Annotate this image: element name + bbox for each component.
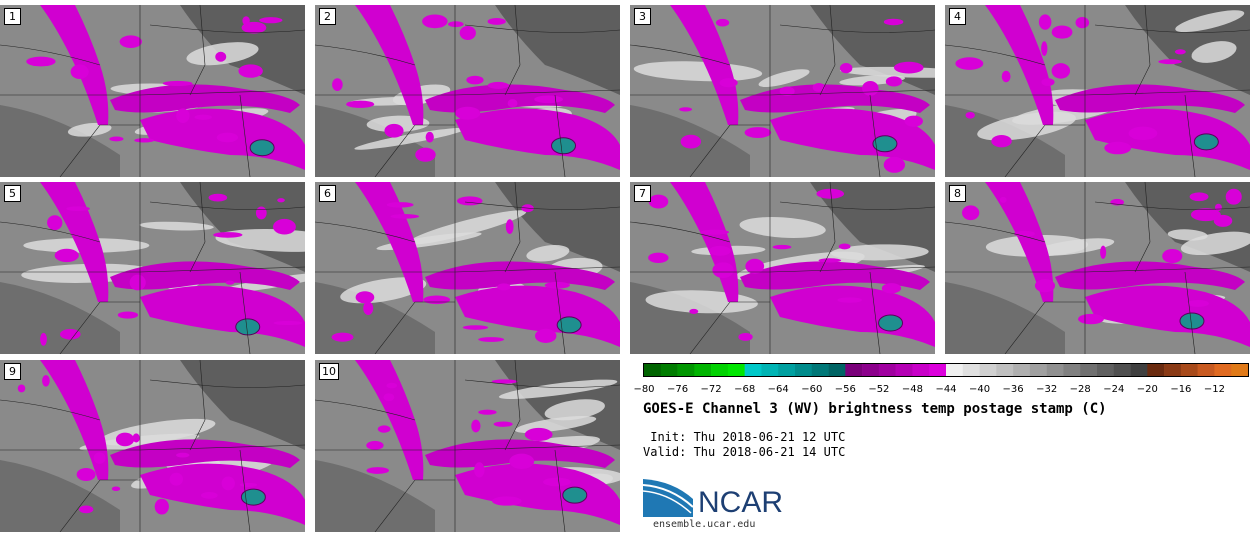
stamp-panel-8: 8 <box>945 182 1250 354</box>
colorbar-tick-label: −48 <box>901 384 923 395</box>
colorbar-tick-label: −52 <box>868 384 890 395</box>
colorbar-segment <box>1029 364 1047 376</box>
stamp-number: 3 <box>634 8 651 25</box>
stamp-panel-6: 6 <box>315 182 620 354</box>
colorbar-segment <box>660 364 678 376</box>
colorbar-segment <box>929 364 947 376</box>
wv-map <box>315 182 620 354</box>
colorbar-segment <box>778 364 796 376</box>
colorbar-segment <box>895 364 913 376</box>
colorbar-tick-label: −16 <box>1170 384 1192 395</box>
stamp-number: 8 <box>949 185 966 202</box>
wv-map <box>0 5 305 177</box>
colorbar-segment <box>711 364 729 376</box>
colorbar-tick-label: −36 <box>1002 384 1024 395</box>
colorbar-tick-label: −32 <box>1036 384 1058 395</box>
colorbar-segment <box>845 364 863 376</box>
colorbar-tick-label: −56 <box>834 384 856 395</box>
colorbar-segment <box>694 364 712 376</box>
colorbar-tick-label: −76 <box>666 384 689 395</box>
wv-map <box>0 360 305 532</box>
colorbar-segment <box>1046 364 1064 376</box>
stamp-number: 7 <box>634 185 651 202</box>
logo-url: ensemble.ucar.edu <box>653 519 756 530</box>
stamp-panel-2: 2 <box>315 5 620 177</box>
wv-map <box>315 5 620 177</box>
colorbar-tick-label: −12 <box>1203 384 1225 395</box>
colorbar-tick-label: −40 <box>968 384 991 395</box>
wv-map <box>945 5 1250 177</box>
colorbar-tick-label: −68 <box>734 384 756 395</box>
colorbar-tick-label: −64 <box>767 384 789 395</box>
colorbar-segment <box>744 364 762 376</box>
colorbar-segment <box>979 364 997 376</box>
colorbar-segment <box>1164 364 1182 376</box>
stamp-panel-10: 10 <box>315 360 620 532</box>
colorbar-segment <box>962 364 980 376</box>
colorbar-segment <box>1097 364 1115 376</box>
colorbar-segment <box>1080 364 1098 376</box>
colorbar-segment <box>1197 364 1215 376</box>
wv-map <box>0 182 305 354</box>
stamp-number: 5 <box>4 185 21 202</box>
stamp-number: 10 <box>319 363 339 380</box>
colorbar-tick-label: −44 <box>935 384 957 395</box>
stamp-number: 9 <box>4 363 21 380</box>
colorbar-segment <box>862 364 880 376</box>
colorbar-segment <box>828 364 846 376</box>
wv-map <box>630 182 935 354</box>
stamp-panel-3: 3 <box>630 5 935 177</box>
colorbar-segment <box>644 364 662 376</box>
chart-title: GOES-E Channel 3 (WV) brightness temp po… <box>643 401 1107 417</box>
colorbar-tick-label: −60 <box>801 384 823 395</box>
stamp-panel-4: 4 <box>945 5 1250 177</box>
colorbar-segment <box>795 364 813 376</box>
stamp-panel-1: 1 <box>0 5 305 177</box>
colorbar-segment <box>878 364 896 376</box>
init-time: Init: Thu 2018-06-21 12 UTC <box>643 430 846 444</box>
colorbar-segment <box>761 364 779 376</box>
stamp-panel-9: 9 <box>0 360 305 532</box>
colorbar-segment <box>912 364 930 376</box>
colorbar-segment <box>1147 364 1165 376</box>
colorbar-segment <box>1013 364 1031 376</box>
colorbar-strip <box>643 363 1249 377</box>
stamp-number: 2 <box>319 8 336 25</box>
stamp-panel-7: 7 <box>630 182 935 354</box>
colorbar-tick-label: −24 <box>1103 384 1125 395</box>
colorbar-segment <box>1214 364 1232 376</box>
colorbar-segment <box>1180 364 1198 376</box>
wv-map <box>630 5 935 177</box>
stamp-number: 1 <box>4 8 21 25</box>
ncar-logo-text: NCAR <box>698 486 784 519</box>
colorbar-segment <box>946 364 964 376</box>
colorbar-segment <box>811 364 829 376</box>
colorbar-segment <box>1113 364 1131 376</box>
colorbar-segment <box>996 364 1014 376</box>
colorbar-tick-label: −20 <box>1136 384 1158 395</box>
colorbar-segment <box>1063 364 1081 376</box>
wv-map <box>945 182 1250 354</box>
colorbar-segment <box>1130 364 1148 376</box>
ncar-logo <box>643 479 694 517</box>
colorbar-segment <box>727 364 745 376</box>
colorbar: −80 −76 −72 −68 −64 −60 −56 −52 −48 −44 −40 −36 −32−… <box>633 362 1249 395</box>
colorbar-tick-label: −80 <box>633 384 655 395</box>
time-info: Init: Thu 2018-06-21 12 UTC Valid: Thu 2… <box>643 430 845 460</box>
colorbar-tick-label: −72 <box>700 384 722 395</box>
colorbar-segment <box>677 364 695 376</box>
stamp-number: 4 <box>949 8 966 25</box>
wv-map <box>315 360 620 532</box>
valid-time: Valid: Thu 2018-06-21 14 UTC <box>643 445 846 459</box>
colorbar-segment <box>1231 364 1249 376</box>
stamp-panel-5: 5 <box>0 182 305 354</box>
stamp-number: 6 <box>319 185 336 202</box>
colorbar-tick-label: −28 <box>1069 384 1091 395</box>
